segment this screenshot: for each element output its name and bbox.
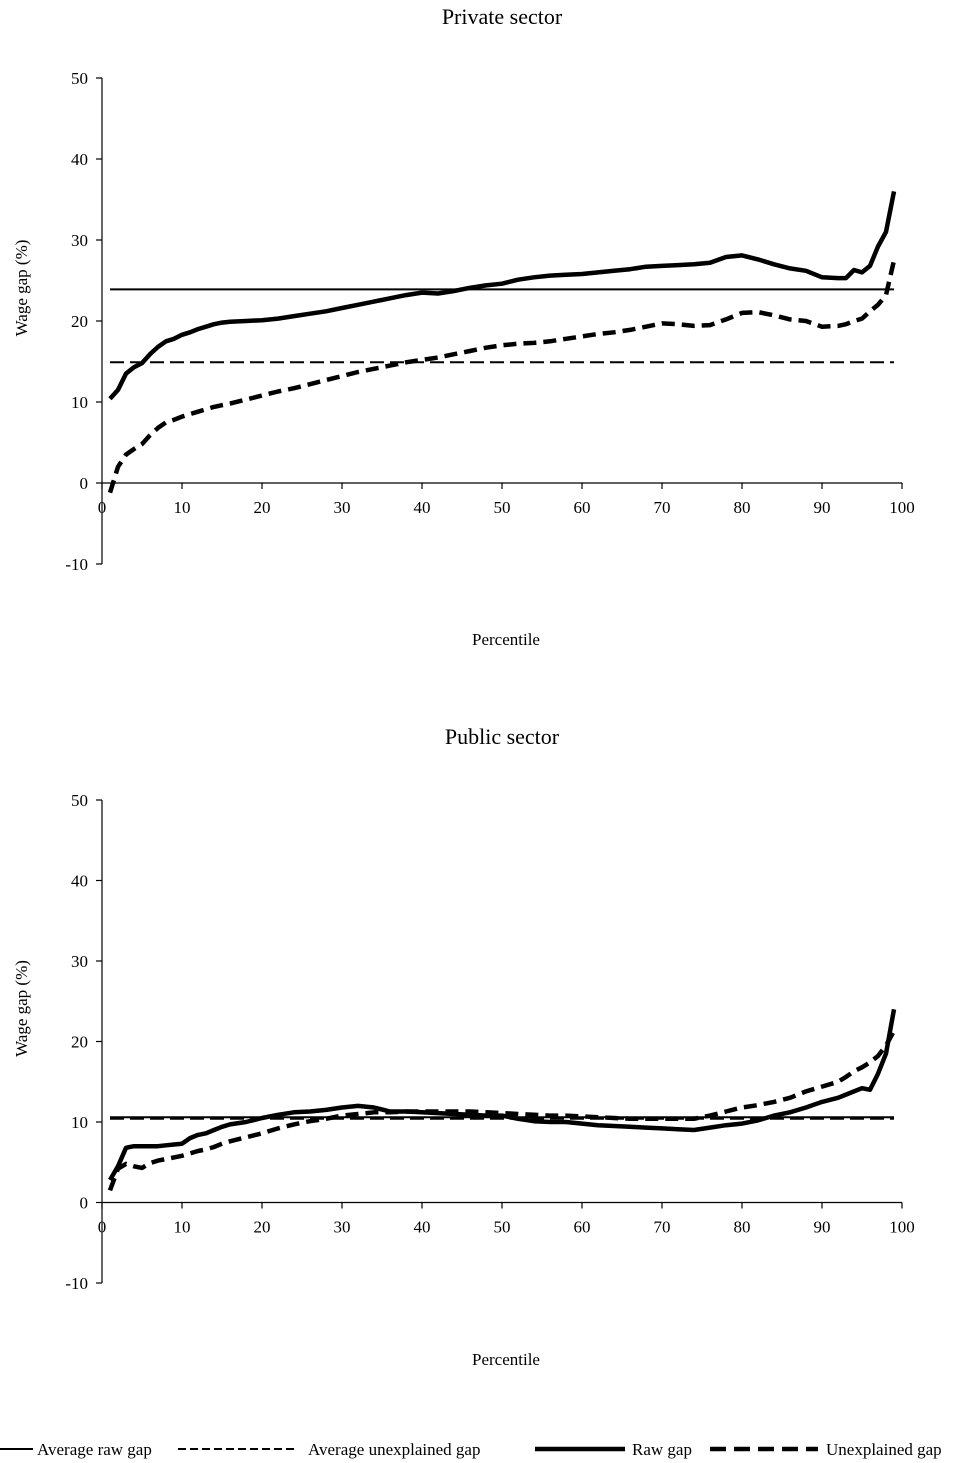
chart-legend: Average raw gap Average unexplained gap Ra… bbox=[0, 1440, 942, 1459]
private-sector-x-tick-label: 0 bbox=[98, 498, 107, 517]
private-sector-y-tick-label: 30 bbox=[71, 231, 88, 250]
public-sector-series-unexplained-gap bbox=[107, 1029, 896, 1192]
private-sector-x-tick-label: 20 bbox=[254, 498, 271, 517]
public-sector-title: Public sector bbox=[445, 724, 560, 749]
public-sector-x-tick-label: 0 bbox=[98, 1218, 107, 1237]
public-sector-x-axis-label: Percentile bbox=[472, 1350, 540, 1369]
public-sector-x-tick-label: 30 bbox=[334, 1218, 351, 1237]
public-sector-y-tick-label: 30 bbox=[71, 952, 88, 971]
public-sector-chart: Public sector -10 0 10 20 30 40 50 0 10 20 30 40 50 60… bbox=[12, 724, 915, 1369]
public-sector-y-axis-label: Wage gap (%) bbox=[12, 960, 31, 1057]
legend-label-average-raw-gap: Average raw gap bbox=[37, 1440, 152, 1459]
private-sector-title: Private sector bbox=[442, 4, 563, 29]
private-sector-x-tick-label: 90 bbox=[814, 498, 831, 517]
public-sector-x-tick-label: 70 bbox=[654, 1218, 671, 1237]
private-sector-y-tick-label: 10 bbox=[71, 393, 88, 412]
legend-label-unexplained-gap: Unexplained gap bbox=[826, 1440, 942, 1459]
private-sector-y-tick-label: 0 bbox=[80, 474, 89, 493]
private-sector-series-raw-gap bbox=[108, 190, 897, 401]
private-sector-y-tick-label: 50 bbox=[71, 69, 88, 88]
private-sector-chart: Private sector -10 0 10 20 30 40 50 0 10 20 30 40 50 6… bbox=[12, 4, 915, 649]
public-sector-x-tick-label: 40 bbox=[414, 1218, 431, 1237]
private-sector-x-tick-label: 60 bbox=[574, 498, 591, 517]
private-sector-x-axis-label: Percentile bbox=[472, 630, 540, 649]
public-sector-x-tick-label: 100 bbox=[889, 1218, 915, 1237]
private-sector-y-axis-label: Wage gap (%) bbox=[12, 240, 31, 337]
public-sector-x-tick-label: 20 bbox=[254, 1218, 271, 1237]
private-sector-x-tick-label: 100 bbox=[889, 498, 915, 517]
legend-label-average-unexplained-gap: Average unexplained gap bbox=[308, 1440, 480, 1459]
private-sector-x-tick-label: 30 bbox=[334, 498, 351, 517]
private-sector-x-tick-label: 80 bbox=[734, 498, 751, 517]
private-sector-x-tick-label: 50 bbox=[494, 498, 511, 517]
private-sector-series-unexplained-gap bbox=[107, 259, 897, 494]
private-sector-y-tick-label: 20 bbox=[71, 312, 88, 331]
private-sector-y-tick-label: 40 bbox=[71, 150, 88, 169]
private-sector-y-tick-label: -10 bbox=[65, 555, 88, 574]
public-sector-y-tick-label: 40 bbox=[71, 872, 88, 891]
public-sector-series-raw-gap bbox=[108, 1008, 897, 1182]
private-sector-x-tick-label: 40 bbox=[414, 498, 431, 517]
public-sector-x-tick-label: 10 bbox=[174, 1218, 191, 1237]
public-sector-y-tick-label: 0 bbox=[80, 1194, 89, 1213]
private-sector-x-tick-label: 70 bbox=[654, 498, 671, 517]
legend-label-raw-gap: Raw gap bbox=[632, 1440, 692, 1459]
public-sector-y-tick-label: 20 bbox=[71, 1033, 88, 1052]
public-sector-y-tick-label: 50 bbox=[71, 791, 88, 810]
private-sector-x-tick-label: 10 bbox=[174, 498, 191, 517]
public-sector-x-tick-label: 60 bbox=[574, 1218, 591, 1237]
public-sector-x-tick-label: 90 bbox=[814, 1218, 831, 1237]
public-sector-y-tick-label: -10 bbox=[65, 1274, 88, 1293]
public-sector-x-tick-label: 50 bbox=[494, 1218, 511, 1237]
public-sector-x-tick-label: 80 bbox=[734, 1218, 751, 1237]
public-sector-y-tick-label: 10 bbox=[71, 1113, 88, 1132]
